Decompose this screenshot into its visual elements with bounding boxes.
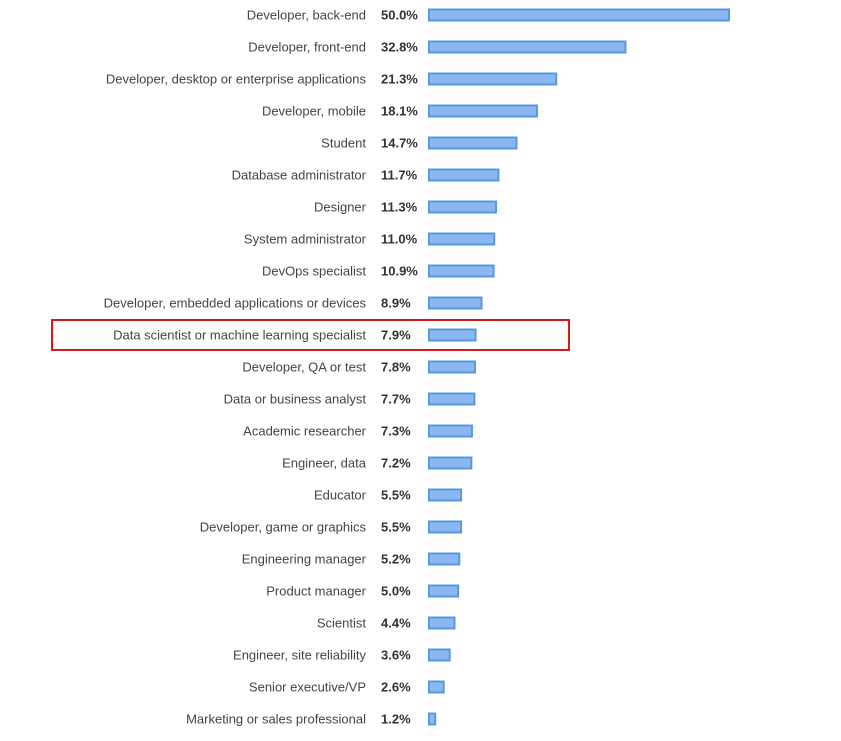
value-label-developer-back-end: 50.0% (381, 8, 418, 23)
value-label-senior-executive-vp: 2.6% (381, 680, 411, 695)
value-label-scientist: 4.4% (381, 616, 411, 631)
bar-engineer-data (428, 456, 473, 470)
value-label-database-administrator: 11.7% (381, 168, 418, 183)
value-label-educator: 5.5% (381, 488, 411, 503)
category-label-database-administrator: Database administrator (232, 168, 367, 183)
bar-student (428, 136, 518, 150)
value-label-devops-specialist: 10.9% (381, 264, 418, 279)
category-label-data-scientist-or-machine-learning-specialist: Data scientist or machine learning speci… (113, 328, 366, 343)
category-label-system-administrator: System administrator (244, 232, 367, 247)
value-label-designer: 11.3% (381, 200, 418, 215)
value-label-marketing-or-sales-professional: 1.2% (381, 712, 411, 727)
value-label-engineering-manager: 5.2% (381, 552, 411, 567)
value-label-system-administrator: 11.0% (381, 232, 418, 247)
value-label-product-manager: 5.0% (381, 584, 411, 599)
bar-data-scientist-or-machine-learning-specialist (428, 328, 477, 342)
category-label-designer: Designer (314, 200, 367, 215)
category-label-devops-specialist: DevOps specialist (262, 264, 366, 279)
highlight-box (51, 319, 570, 351)
value-label-engineer-data: 7.2% (381, 456, 411, 471)
bar-engineering-manager (428, 552, 461, 566)
category-label-engineer-data: Engineer, data (282, 456, 367, 471)
value-label-engineer-site-reliability: 3.6% (381, 648, 411, 663)
value-label-data-or-business-analyst: 7.7% (381, 392, 411, 407)
category-label-developer-mobile: Developer, mobile (262, 104, 366, 119)
category-label-student: Student (321, 136, 366, 151)
bar-system-administrator (428, 232, 496, 246)
category-label-developer-back-end: Developer, back-end (247, 8, 366, 23)
category-label-data-or-business-analyst: Data or business analyst (224, 392, 367, 407)
bar-engineer-site-reliability (428, 648, 451, 662)
category-label-developer-embedded-applications-or-devices: Developer, embedded applications or devi… (104, 296, 367, 311)
bar-developer-mobile (428, 104, 538, 118)
category-label-scientist: Scientist (317, 616, 367, 631)
category-label-developer-qa-or-test: Developer, QA or test (242, 360, 366, 375)
bar-devops-specialist (428, 264, 495, 278)
value-label-developer-qa-or-test: 7.8% (381, 360, 411, 375)
category-label-developer-game-or-graphics: Developer, game or graphics (200, 520, 367, 535)
bar-data-or-business-analyst (428, 392, 476, 406)
bar-marketing-or-sales-professional (428, 712, 437, 726)
value-label-developer-mobile: 18.1% (381, 104, 418, 119)
bar-database-administrator (428, 168, 500, 182)
value-label-developer-embedded-applications-or-devices: 8.9% (381, 296, 411, 311)
category-label-developer-desktop-or-enterprise-applications: Developer, desktop or enterprise applica… (106, 72, 367, 87)
bar-developer-qa-or-test (428, 360, 476, 374)
category-label-engineering-manager: Engineering manager (242, 552, 367, 567)
value-label-student: 14.7% (381, 136, 418, 151)
bar-senior-executive-vp (428, 680, 445, 694)
value-label-developer-front-end: 32.8% (381, 40, 418, 55)
value-label-data-scientist-or-machine-learning-specialist: 7.9% (381, 328, 411, 343)
category-label-senior-executive-vp: Senior executive/VP (249, 680, 366, 695)
bar-developer-game-or-graphics (428, 520, 463, 534)
bar-educator (428, 488, 463, 502)
category-label-academic-researcher: Academic researcher (243, 424, 366, 439)
bar-academic-researcher (428, 424, 473, 438)
category-label-developer-front-end: Developer, front-end (248, 40, 366, 55)
bar-developer-front-end (428, 40, 627, 54)
bar-scientist (428, 616, 456, 630)
bar-designer (428, 200, 498, 214)
value-label-academic-researcher: 7.3% (381, 424, 411, 439)
bar-developer-embedded-applications-or-devices (428, 296, 483, 310)
category-label-marketing-or-sales-professional: Marketing or sales professional (186, 712, 366, 727)
category-label-product-manager: Product manager (266, 584, 366, 599)
bar-product-manager (428, 584, 460, 598)
category-label-engineer-site-reliability: Engineer, site reliability (233, 648, 366, 663)
category-label-educator: Educator (314, 488, 367, 503)
bar-developer-desktop-or-enterprise-applications (428, 72, 558, 86)
value-label-developer-game-or-graphics: 5.5% (381, 520, 411, 535)
bar-developer-back-end (428, 8, 730, 22)
value-label-developer-desktop-or-enterprise-applications: 21.3% (381, 72, 418, 87)
